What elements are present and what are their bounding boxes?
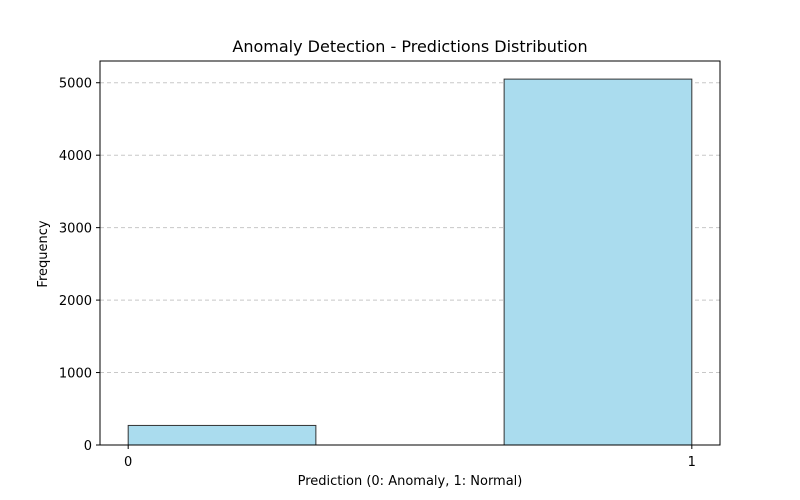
y-axis-label: Frequency (36, 220, 51, 287)
chart-title: Anomaly Detection - Predictions Distribu… (232, 37, 587, 56)
x-tick-label-0: 0 (124, 455, 132, 470)
y-axis-ticks: 0 1000 2000 3000 4000 5000 (59, 77, 100, 454)
histogram-bars (127, 78, 693, 446)
y-tick-label-1: 1000 (59, 367, 92, 382)
y-tick-label-2: 2000 (59, 294, 92, 309)
histogram-bar-0 (127, 424, 317, 446)
x-tick-label-1: 1 (688, 455, 696, 470)
y-tick-label-3: 3000 (59, 222, 92, 237)
y-tick-label-5: 5000 (59, 77, 92, 92)
x-axis-label: Prediction (0: Anomaly, 1: Normal) (298, 474, 523, 489)
y-tick-label-0: 0 (84, 439, 92, 454)
plot-frame (99, 60, 721, 446)
y-tick-label-4: 4000 (59, 149, 92, 164)
histogram-bar-2 (503, 78, 693, 446)
